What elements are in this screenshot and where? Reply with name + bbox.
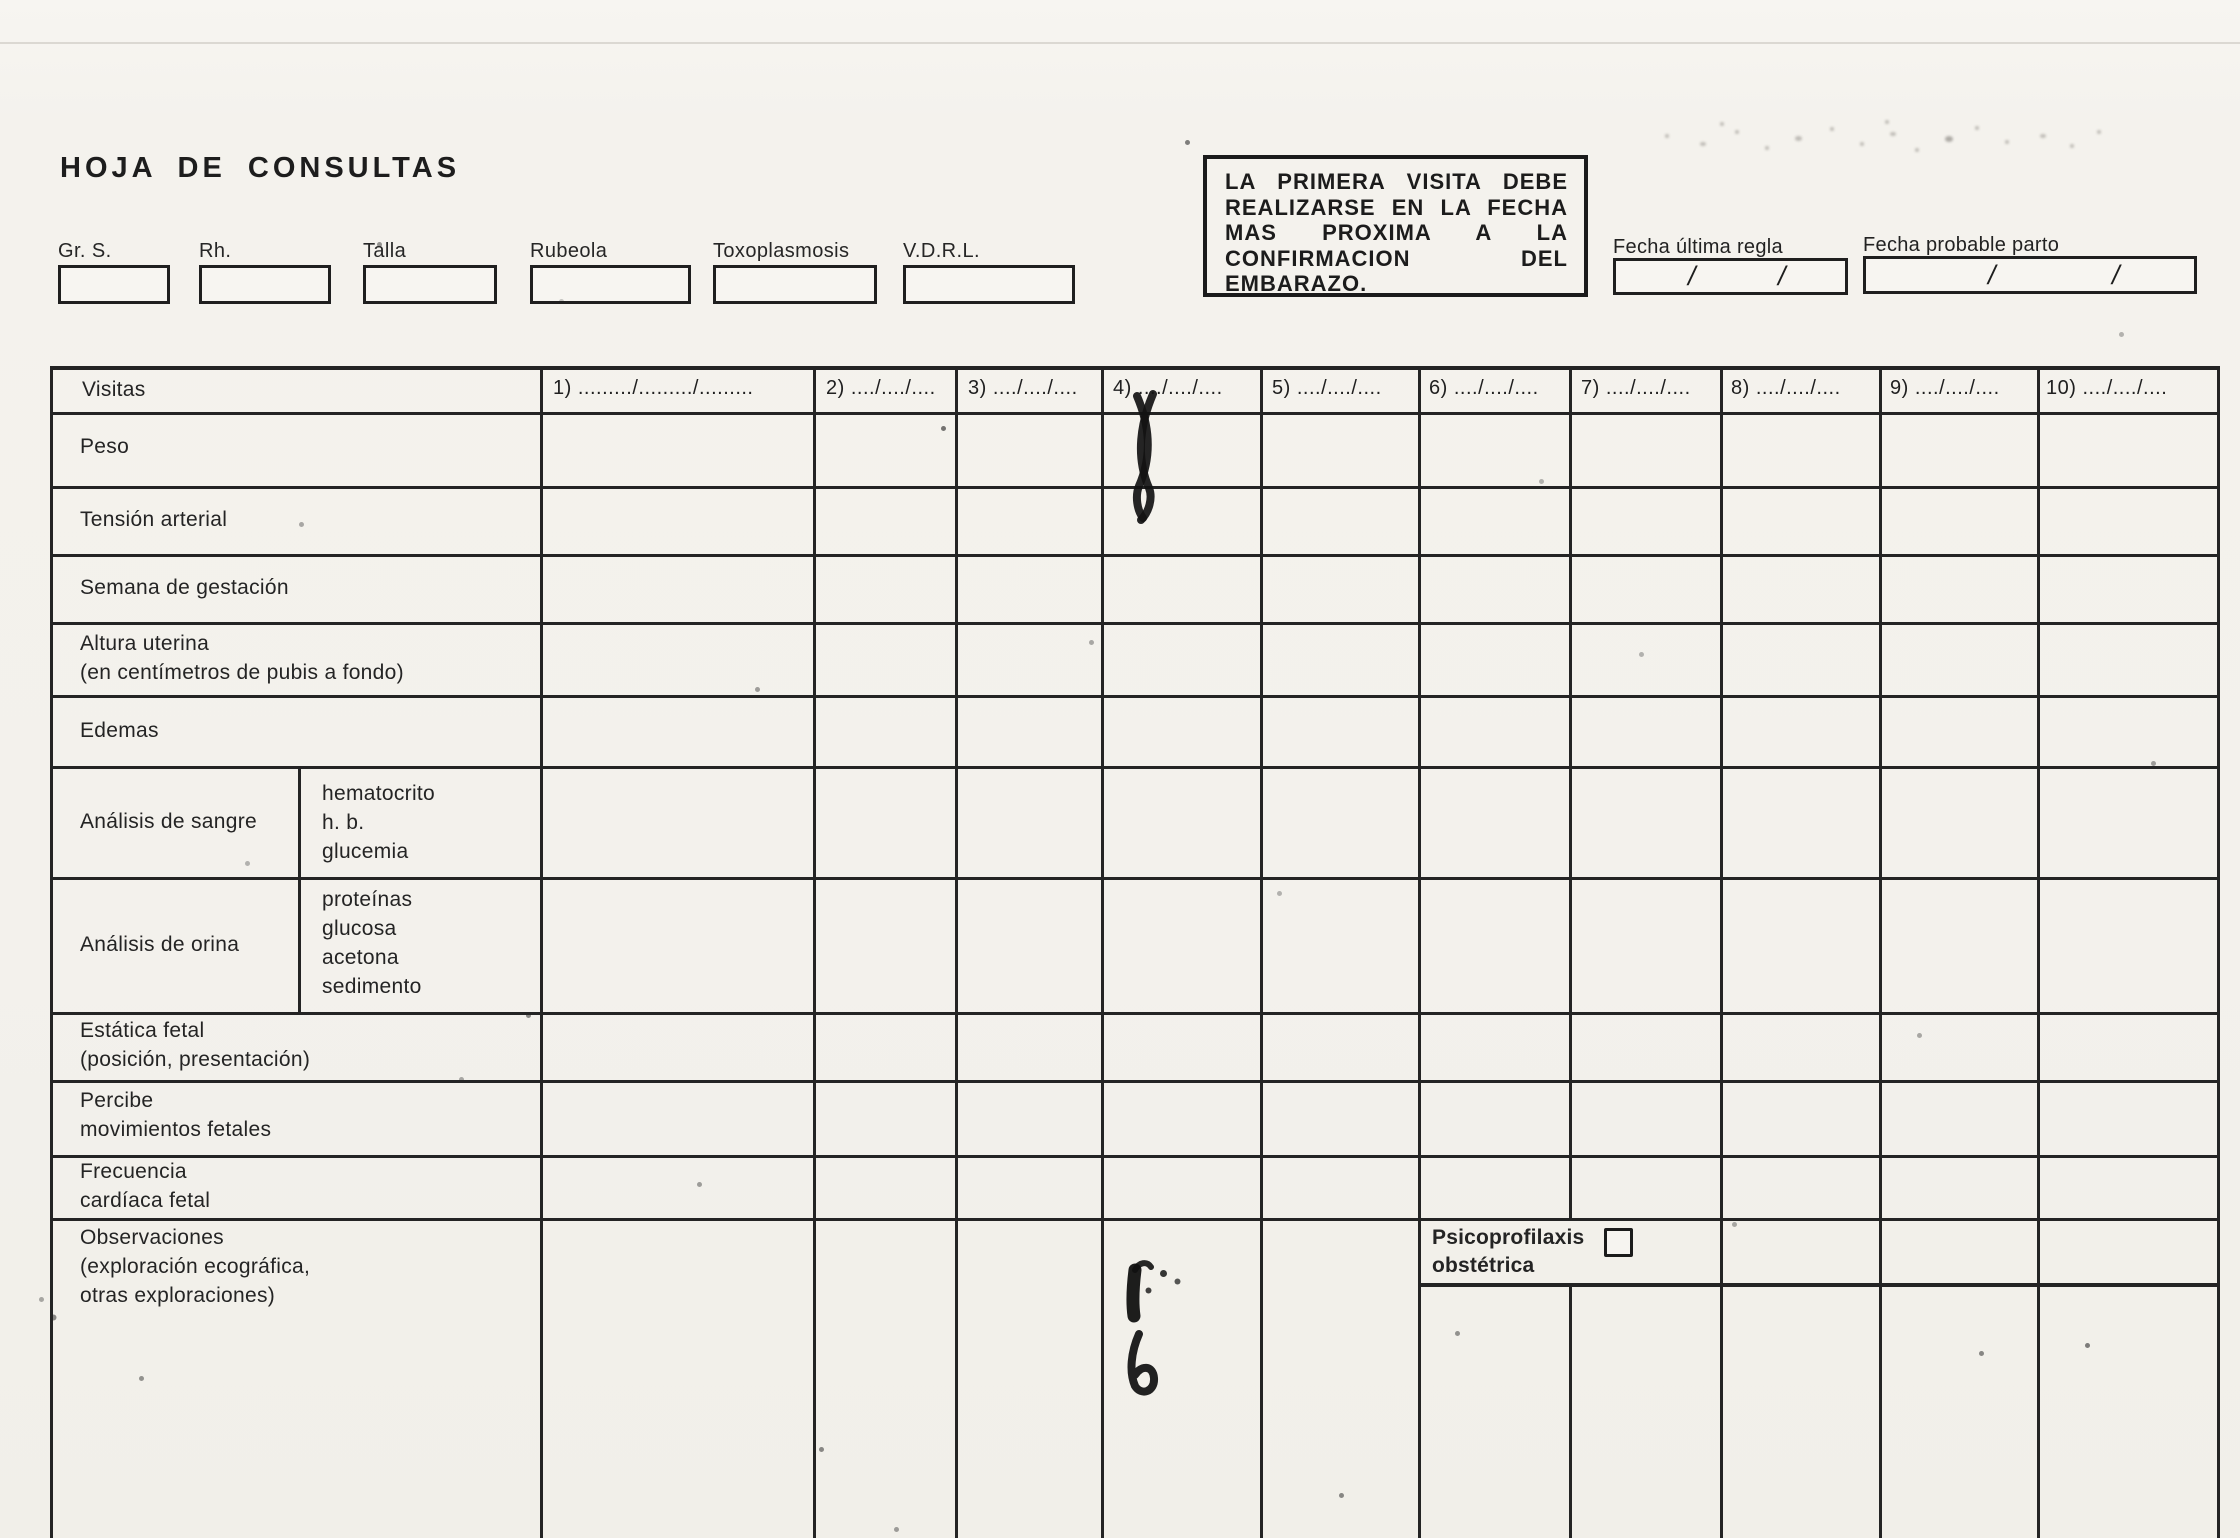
table-grid-line [955, 366, 958, 1538]
sub-label-hematocrito: hematocrito [322, 782, 436, 805]
row-label-percibe-1: Percibe [80, 1089, 154, 1112]
field-box-vdrl[interactable] [903, 265, 1075, 304]
field-label-talla: Talla [363, 240, 407, 262]
visits-header: Visitas [82, 378, 146, 401]
field-box-toxoplasmosis[interactable] [713, 265, 877, 304]
table-grid-line [50, 1155, 2220, 1158]
sub-label-hb: h. b. [322, 811, 365, 834]
table-grid-line [2217, 366, 2220, 1538]
table-grid-line [50, 554, 2220, 557]
visit-col-header-1: 1) ........./........./......... [553, 377, 754, 399]
table-grid-line [50, 877, 2220, 880]
field-label-toxoplasmosis: Toxoplasmosis [713, 240, 850, 262]
date-slash: / [1778, 261, 1786, 291]
table-grid-line [1260, 366, 1263, 1538]
row-label-peso: Peso [80, 435, 130, 458]
table-grid-line [1418, 366, 1421, 1538]
first-visit-notice-box: LA PRIMERA VISITA DEBE REALIZARSE EN LA … [1203, 155, 1588, 297]
row-label-estatica-1: Estática fetal [80, 1019, 205, 1042]
handwritten-x-mark [1132, 390, 1157, 524]
table-grid-line [50, 622, 2220, 625]
table-grid-line [1418, 1283, 2220, 1287]
page-title: HOJA DE CONSULTAS [60, 152, 461, 184]
erased-pencil-smudge [1645, 112, 2125, 164]
visit-col-header-8: 8) ..../..../.... [1731, 377, 1841, 399]
visit-col-header-6: 6) ..../..../.... [1429, 377, 1539, 399]
table-grid-line [813, 366, 816, 1538]
visit-col-header-5: 5) ..../..../.... [1272, 377, 1382, 399]
handwritten-loop-mark [1127, 1330, 1158, 1396]
field-box-rubeola[interactable] [530, 265, 691, 304]
row-label-semana: Semana de gestación [80, 576, 289, 599]
psicoprofilaxis-checkbox[interactable] [1604, 1228, 1633, 1257]
row-label-estatica-2: (posición, presentación) [80, 1048, 311, 1071]
visit-col-header-9: 9) ..../..../.... [1890, 377, 2000, 399]
field-label-grs: Gr. S. [58, 240, 112, 262]
table-grid-line [1720, 366, 1723, 1538]
table-grid-line [298, 766, 301, 1012]
row-label-observaciones-3: otras exploraciones) [80, 1284, 276, 1307]
table-grid-line [1569, 366, 1572, 1218]
field-label-vdrl: V.D.R.L. [903, 240, 980, 262]
row-label-altura-2: (en centímetros de pubis a fondo) [80, 661, 404, 684]
field-box-grs[interactable] [58, 265, 170, 304]
last-period-box[interactable] [1613, 258, 1848, 295]
row-label-analisis-sangre: Análisis de sangre [80, 810, 257, 833]
date-slash: / [2112, 260, 2120, 290]
row-label-tension: Tensión arterial [80, 508, 228, 531]
row-label-altura-1: Altura uterina [80, 632, 210, 655]
sub-label-glucosa: glucosa [322, 917, 397, 940]
table-grid-line [50, 1218, 2220, 1221]
table-grid-line [50, 366, 2220, 370]
field-box-talla[interactable] [363, 265, 497, 304]
table-grid-line [1101, 366, 1104, 1538]
table-grid-line [50, 766, 2220, 769]
notice-line: LA PRIMERA VISITA DEBE [1225, 169, 1568, 194]
visit-col-header-4: 4) ..../..../.... [1113, 377, 1223, 399]
sub-label-proteinas: proteínas [322, 888, 413, 911]
table-grid-line [540, 366, 543, 1538]
field-label-rh: Rh. [199, 240, 232, 262]
scan-seam-line [0, 42, 2240, 44]
row-label-observaciones-2: (exploración ecográfica, [80, 1255, 311, 1278]
row-label-observaciones-1: Observaciones [80, 1226, 224, 1249]
row-label-frecuencia-2: cardíaca fetal [80, 1189, 211, 1212]
due-date-box[interactable] [1863, 256, 2197, 294]
table-grid-line [50, 412, 2220, 415]
handwritten-stroke-mark [1126, 1260, 1154, 1323]
table-grid-line [2037, 366, 2040, 1538]
last-period-label: Fecha última regla [1613, 236, 1783, 258]
row-label-analisis-orina: Análisis de orina [80, 933, 240, 956]
psicoprofilaxis-label-2: obstétrica [1432, 1254, 1535, 1277]
date-slash: / [1688, 261, 1696, 291]
date-slash: / [1988, 260, 1996, 290]
visit-col-header-10: 10) ..../..../.... [2046, 377, 2168, 399]
sub-label-sedimento: sedimento [322, 975, 422, 998]
visit-col-header-3: 3) ..../..../.... [968, 377, 1078, 399]
notice-line: EMBARAZO. [1225, 271, 1368, 296]
due-date-label: Fecha probable parto [1863, 234, 2060, 256]
notice-line: MAS PROXIMA A LA [1225, 220, 1568, 245]
table-grid-line [50, 1080, 2220, 1083]
sub-label-glucemia: glucemia [322, 840, 409, 863]
table-grid-line [50, 1012, 2220, 1015]
field-label-rubeola: Rubeola [530, 240, 608, 262]
sub-label-acetona: acetona [322, 946, 399, 969]
table-grid-line [50, 366, 53, 1538]
row-label-frecuencia-1: Frecuencia [80, 1160, 187, 1183]
visit-col-header-7: 7) ..../..../.... [1581, 377, 1691, 399]
row-label-percibe-2: movimientos fetales [80, 1118, 272, 1141]
scan-speckles [0, 0, 3, 3]
visit-col-header-2: 2) ..../..../.... [826, 377, 936, 399]
notice-line: CONFIRMACION DEL [1225, 245, 1568, 271]
notice-line: REALIZARSE EN LA FECHA [1225, 194, 1568, 220]
psicoprofilaxis-label-1: Psicoprofilaxis [1432, 1226, 1585, 1249]
row-label-edemas: Edemas [80, 719, 159, 742]
table-grid-line [50, 695, 2220, 698]
table-grid-line [1879, 366, 1882, 1538]
field-box-rh[interactable] [199, 265, 331, 304]
table-grid-line [1569, 1283, 1572, 1538]
